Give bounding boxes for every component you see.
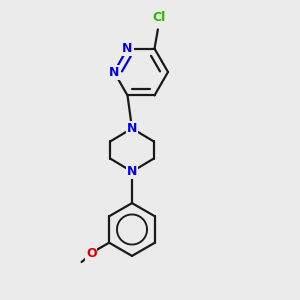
Text: Cl: Cl	[153, 11, 166, 24]
Text: N: N	[122, 42, 133, 55]
Text: N: N	[127, 165, 137, 178]
Text: O: O	[86, 248, 97, 260]
Text: N: N	[127, 122, 137, 135]
Text: N: N	[109, 65, 119, 79]
